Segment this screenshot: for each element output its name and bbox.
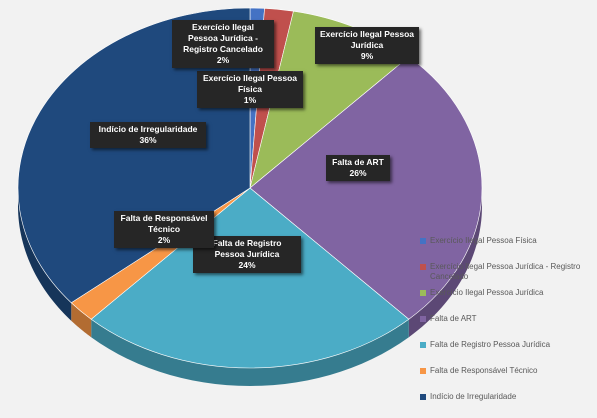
data-label-art-name: Falta de ART [332, 157, 384, 167]
data-label-pj-cancelado-value: 2% [216, 55, 230, 65]
pie-side-6 [18, 188, 72, 321]
data-label-pj-value: 9% [360, 51, 374, 61]
legend-item: Exercício Ilegal Pessoa Jurídica [420, 288, 592, 298]
legend-label: Falta de Registro Pessoa Jurídica [430, 340, 551, 349]
legend-label: Exercício Ilegal Pessoa Jurídica - Regis… [430, 262, 581, 281]
data-label-art: Falta de ART 26% [326, 155, 390, 181]
legend-item: Indício de Irregularidade [420, 392, 592, 402]
data-label-pj-cancelado-name: Exercício Ilegal Pessoa Jurídica - Regis… [183, 22, 263, 54]
legend-label: Falta de Responsável Técnico [430, 366, 538, 375]
legend-item: Exercício Ilegal Pessoa Física [420, 236, 592, 246]
data-label-pj-cancelado: Exercício Ilegal Pessoa Jurídica - Regis… [172, 20, 274, 68]
pie-sides [18, 188, 482, 386]
data-label-pf: Exercício Ilegal Pessoa Física 1% [197, 71, 303, 108]
legend-label: Exercício Ilegal Pessoa Física [430, 236, 537, 245]
pie-side-3 [408, 188, 482, 338]
legend-item: Exercício Ilegal Pessoa Jurídica - Regis… [420, 262, 592, 282]
data-label-responsavel-name: Falta de Responsável Técnico [120, 213, 208, 234]
legend-item: Falta de Responsável Técnico [420, 366, 592, 376]
pie-slice-4 [90, 187, 410, 369]
chart-legend: Exercício Ilegal Pessoa Física Exercício… [420, 236, 592, 418]
data-label-registro-pj-value: 24% [238, 260, 256, 270]
legend-label: Indício de Irregularidade [430, 392, 517, 401]
data-label-pf-name: Exercício Ilegal Pessoa Física [202, 73, 298, 94]
data-label-art-value: 26% [349, 168, 367, 178]
data-label-responsavel: Falta de Responsável Técnico 2% [114, 211, 214, 248]
legend-item: Falta de Registro Pessoa Jurídica [420, 340, 592, 350]
pie-side-4 [91, 319, 409, 386]
legend-swatch [420, 264, 426, 270]
legend-label: Exercício Ilegal Pessoa Jurídica [430, 288, 544, 297]
data-label-pf-value: 1% [243, 95, 257, 105]
legend-swatch [420, 238, 426, 244]
data-label-pj: Exercício Ilegal Pessoa Jurídica 9% [315, 27, 419, 64]
legend-swatch [420, 316, 426, 322]
legend-item: Falta de ART [420, 314, 592, 324]
pie-slice-6 [17, 7, 251, 304]
legend-swatch [420, 368, 426, 374]
pie-side-5 [71, 302, 92, 338]
pie-slices [17, 7, 483, 369]
legend-label: Falta de ART [430, 314, 477, 323]
data-label-indicio-value: 36% [139, 135, 157, 145]
legend-swatch [420, 394, 426, 400]
data-label-responsavel-value: 2% [157, 235, 171, 245]
data-label-indicio-name: Indício de Irregularidade [98, 124, 198, 134]
legend-swatch [420, 342, 426, 348]
data-label-pj-name: Exercício Ilegal Pessoa Jurídica [319, 29, 415, 50]
pie-slice-3 [249, 56, 483, 320]
data-label-registro-pj-name: Falta de Registro Pessoa Jurídica [212, 238, 282, 259]
data-label-indicio: Indício de Irregularidade 36% [90, 122, 206, 148]
legend-swatch [420, 290, 426, 296]
